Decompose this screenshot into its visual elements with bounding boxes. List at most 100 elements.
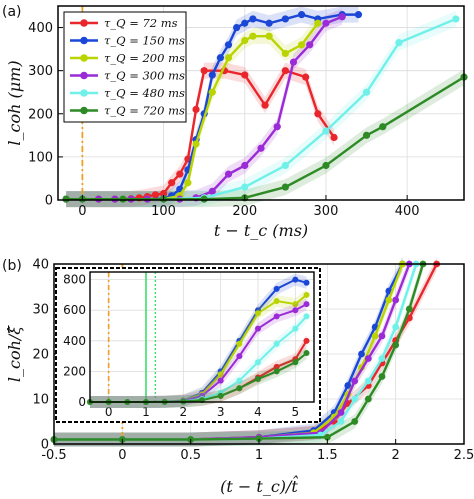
a-y-tick-label: 400 bbox=[28, 21, 53, 36]
panel-a-x-label: t − t_c (ms) bbox=[214, 221, 308, 240]
inset-band-3 bbox=[90, 298, 307, 408]
a-series-3-point-17 bbox=[338, 13, 346, 21]
inset-series-3-point-12 bbox=[303, 301, 310, 308]
panel-b-x-ticks: -0.5 0 0.5 1 1.5 2 2.5 bbox=[41, 439, 474, 463]
a-series-0-point-9 bbox=[168, 179, 176, 187]
inset-series-2-point-8 bbox=[236, 340, 243, 347]
a-series-3-point-10 bbox=[224, 170, 233, 178]
inset-series-3-point-9 bbox=[255, 325, 261, 332]
inset-band-2 bbox=[90, 288, 307, 408]
a-y-tick-label: 0 bbox=[45, 194, 53, 209]
a-series-4-point-7 bbox=[322, 127, 330, 135]
b-series-3-point-7 bbox=[364, 355, 372, 362]
inset-series-3-point-7 bbox=[217, 377, 224, 384]
a-x-tick-label: 0 bbox=[78, 204, 86, 219]
inset-series-4-point-9 bbox=[255, 359, 261, 366]
panel-b-y-label: l_coh/ξ̂ bbox=[5, 325, 24, 382]
a-x-tick-label: 100 bbox=[151, 204, 176, 219]
a-series-2-point-11 bbox=[224, 54, 233, 62]
b-series-1-point-6 bbox=[344, 382, 352, 389]
a-series-2-point-15 bbox=[281, 49, 289, 58]
a-series-0-point-17 bbox=[281, 67, 289, 75]
b-y-tick-label: 30 bbox=[32, 303, 49, 318]
inset-series-5-point-9 bbox=[255, 376, 261, 383]
a-series-2-point-12 bbox=[241, 36, 249, 45]
a-series-2-point-14 bbox=[265, 32, 273, 40]
panel-a-series bbox=[62, 6, 468, 203]
a-series-1-point-20 bbox=[298, 11, 306, 19]
inset-band-4 bbox=[90, 310, 307, 408]
b-x-tick-label: 1 bbox=[255, 448, 263, 463]
b-series-4-point-8 bbox=[378, 355, 386, 362]
panel-a-x-ticks: 0 100 200 300 400 bbox=[78, 195, 420, 219]
a-series-3-point-14 bbox=[289, 58, 298, 66]
panel-b-x-label: (t − t_c)/t̂ bbox=[220, 476, 298, 496]
b-series-3-point-8 bbox=[378, 332, 386, 340]
inset-series-1-point-12 bbox=[303, 279, 310, 286]
inset-series-2-point-9 bbox=[255, 310, 261, 317]
a-series-0-point-8 bbox=[159, 189, 168, 198]
b-series-5-point-9 bbox=[405, 305, 413, 313]
legend-entry-1: τ_Q = 150 ms bbox=[104, 34, 185, 48]
inset-series-3-point-10 bbox=[273, 313, 280, 320]
a-series-1-point-17 bbox=[249, 15, 257, 23]
a-series-3-point-15 bbox=[306, 41, 314, 49]
a-series-2-point-9 bbox=[192, 140, 200, 148]
a-series-4-point-9 bbox=[395, 39, 403, 47]
a-series-0-point-19 bbox=[314, 110, 322, 118]
b-series-4-point-9 bbox=[392, 323, 400, 331]
inset-series-1-point-11 bbox=[292, 276, 299, 283]
panel-b-frame bbox=[53, 263, 465, 445]
b-y-tick-label: 20 bbox=[32, 348, 49, 363]
inset-series-4-point-11 bbox=[292, 325, 299, 332]
panel-a-y-label: l_coh (μm) bbox=[5, 60, 24, 145]
b-x-tick-label: -0.5 bbox=[41, 448, 66, 463]
a-series-0-point-18 bbox=[302, 73, 310, 81]
a-series-1-point-23 bbox=[354, 11, 363, 19]
a-series-2-point-13 bbox=[249, 32, 257, 40]
a-series-1-point-18 bbox=[265, 19, 273, 27]
panel-a-y-ticks: 0 100 200 300 400 bbox=[28, 21, 63, 209]
b-series-5-point-3 bbox=[255, 435, 263, 442]
a-series-1-point-19 bbox=[281, 15, 289, 23]
b-x-tick-label: 2.5 bbox=[454, 448, 474, 463]
a-series-1-point-12 bbox=[208, 71, 216, 79]
legend-marker-2 bbox=[80, 54, 88, 62]
inset-band-0 bbox=[90, 334, 307, 408]
inset-series-3-point-8 bbox=[236, 353, 243, 360]
inset-series-5-point-11 bbox=[292, 359, 299, 366]
a-series-0-point-15 bbox=[241, 71, 249, 79]
legend-box bbox=[63, 11, 187, 123]
legend-entry-5: τ_Q = 720 ms bbox=[104, 104, 185, 118]
legend-marker-1 bbox=[80, 36, 88, 45]
a-band-0 bbox=[66, 62, 335, 208]
a-band-4 bbox=[66, 10, 456, 208]
a-series-3-point-11 bbox=[241, 161, 249, 170]
a-series-0-point-12 bbox=[192, 105, 200, 114]
a-series-0-point-10 bbox=[176, 170, 184, 178]
b-series-5-point-5 bbox=[351, 418, 359, 425]
legend-entry-0: τ_Q = 72 ms bbox=[104, 16, 178, 30]
inset-x-tick-label: 1 bbox=[142, 405, 150, 419]
b-series-3-point-9 bbox=[392, 296, 400, 304]
inset-y-tick-label: 0 bbox=[78, 395, 86, 409]
a-series-5-point-4 bbox=[200, 195, 208, 203]
b-x-tick-label: 0.5 bbox=[180, 448, 201, 463]
inset-y-tick-label: 600 bbox=[63, 303, 86, 317]
inset-x-tick-label: 2 bbox=[180, 405, 188, 419]
inset-series-4-point-12 bbox=[303, 313, 310, 320]
inset-series-4-point-8 bbox=[236, 377, 243, 384]
a-series-3-point-9 bbox=[208, 187, 216, 195]
a-series-1-point-15 bbox=[233, 23, 241, 32]
a-series-4-point-6 bbox=[281, 161, 289, 170]
b-series-5-point-8 bbox=[392, 341, 400, 349]
inset-x-tick-label: 4 bbox=[254, 405, 262, 419]
a-y-tick-label: 100 bbox=[28, 150, 53, 165]
a-band-5 bbox=[66, 69, 465, 208]
b-y-tick-label: 40 bbox=[32, 258, 49, 273]
a-x-tick-label: 300 bbox=[314, 204, 339, 219]
inset-y-tick-label: 200 bbox=[63, 364, 86, 378]
a-series-2-point-17 bbox=[314, 19, 322, 27]
